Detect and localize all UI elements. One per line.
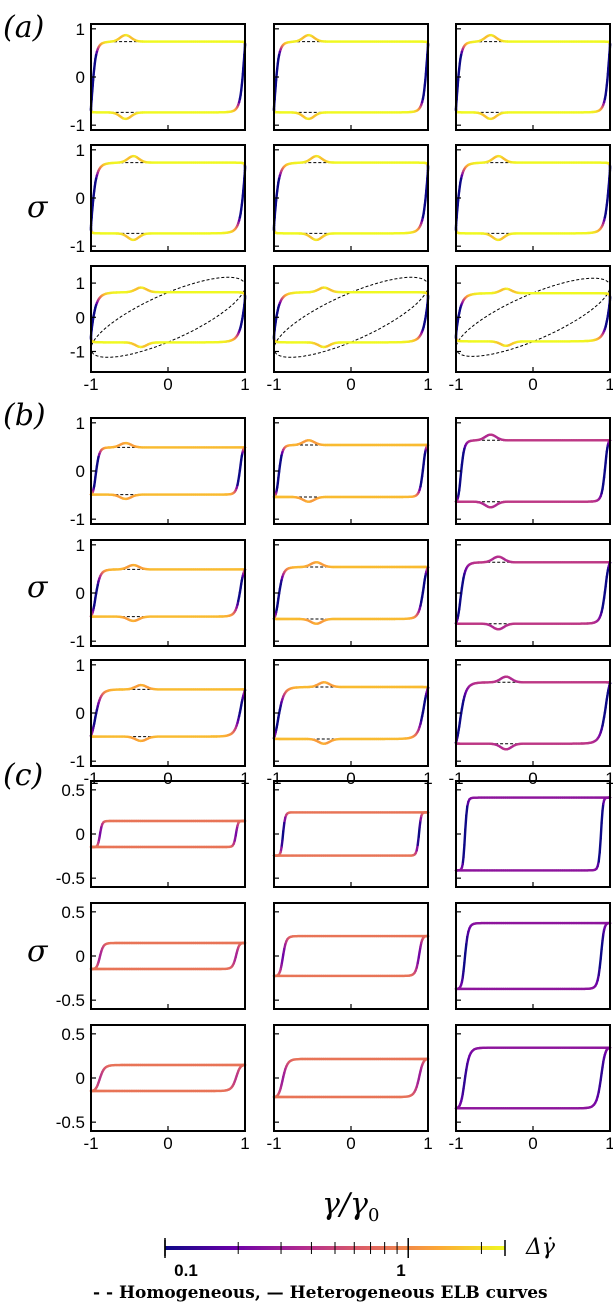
y-tick-label: 1 <box>76 274 85 293</box>
x-tick-label: 0 <box>163 375 172 394</box>
homogeneous-curve <box>455 41 611 113</box>
y-tick-label: -1 <box>70 632 85 651</box>
heterogeneous-curve-segment <box>417 826 421 838</box>
y-tick-label: 1 <box>76 414 85 433</box>
subplot-frame <box>273 539 429 647</box>
y-tick-label: -1 <box>70 116 85 135</box>
y-tick-label: 0 <box>76 308 85 327</box>
homogeneous-curve <box>455 681 611 745</box>
x-tick-label: 0 <box>163 769 172 788</box>
panel-label-c: (c) <box>3 758 43 793</box>
x-tick-label: -1 <box>448 375 463 394</box>
subplot-frame <box>90 539 246 647</box>
panel-grid: 10-110-110-1-1 0 1 -1 0 1 -1 0 110-110-110-1-1 0 1… <box>56 20 613 1153</box>
y-tick-label: 0 <box>76 825 85 844</box>
x-tick-label: 1 <box>240 375 249 394</box>
homogeneous-curve <box>455 439 611 503</box>
homogeneous-curve <box>273 686 429 740</box>
x-tick-label: 1 <box>423 769 432 788</box>
heterogeneous-curve-segment <box>602 468 607 479</box>
x-axis-label: γ/γ0 <box>322 1187 379 1226</box>
x-tick-label: -1 <box>83 375 98 394</box>
homogeneous-curve <box>272 444 429 498</box>
y-tick-label: 1 <box>76 656 85 675</box>
x-tick-label: 0 <box>346 769 355 788</box>
y-axis-label-b: σ <box>27 570 49 605</box>
y-tick-label: -1 <box>70 510 85 529</box>
subplot-frame <box>90 780 246 888</box>
subplot-frame <box>273 417 429 525</box>
subplot-frame <box>455 659 611 767</box>
homogeneous-curve <box>274 811 428 857</box>
y-tick-label: -1 <box>70 237 85 256</box>
homogeneous-curve <box>273 566 429 620</box>
x-tick-label: 1 <box>605 769 613 788</box>
x-tick-label: -1 <box>448 769 463 788</box>
x-tick-label: 0 <box>528 375 537 394</box>
heterogeneous-curve-segment <box>281 830 285 842</box>
homogeneous-curve <box>90 688 246 738</box>
y-tick-label: 0 <box>76 68 85 87</box>
homogeneous-curve <box>90 568 246 618</box>
y-tick-label: -0.5 <box>56 869 85 888</box>
homogeneous-curve <box>455 162 611 234</box>
x-tick-label: 1 <box>423 375 432 394</box>
y-tick-label: -1 <box>70 342 85 361</box>
y-tick-label: -1 <box>70 752 85 771</box>
subplot-frame <box>90 265 246 373</box>
subplot-frame <box>273 144 429 252</box>
homogeneous-curve <box>273 276 429 358</box>
y-tick-label: 0.5 <box>61 781 85 800</box>
x-tick-label: -1 <box>266 769 281 788</box>
y-axis-label-c: σ <box>27 934 49 969</box>
homogeneous-curve <box>90 276 246 358</box>
subplot-frame <box>455 417 611 525</box>
homogeneous-curve <box>273 162 429 234</box>
homogeneous-curve <box>90 41 246 113</box>
subplot-frame <box>455 144 611 252</box>
homogeneous-curve <box>90 162 246 234</box>
y-tick-label: 0 <box>76 462 85 481</box>
panel-label-b: (b) <box>3 398 46 433</box>
heterogeneous-curve-segment <box>416 835 420 847</box>
y-axis-label-a: σ <box>27 190 49 225</box>
subplot-frame <box>455 539 611 647</box>
heterogeneous-curve-segment <box>459 463 464 474</box>
x-tick-label: 1 <box>605 375 613 394</box>
subplot-frame <box>90 417 246 525</box>
homogeneous-curve <box>91 820 245 848</box>
heterogeneous-curve-segment <box>282 821 286 833</box>
subplot-frame <box>273 659 429 767</box>
subplot-frame <box>90 659 246 767</box>
x-tick-label: 0 <box>528 769 537 788</box>
homogeneous-curve <box>455 277 611 357</box>
x-tick-label: 1 <box>240 769 249 788</box>
homogeneous-curve <box>455 561 611 625</box>
homogeneous-curve <box>273 41 429 113</box>
subplot-frame <box>90 144 246 252</box>
y-tick-label: 0 <box>76 704 85 723</box>
homogeneous-curve <box>90 446 246 496</box>
y-tick-label: 1 <box>76 141 85 160</box>
x-tick-label: -1 <box>266 375 281 394</box>
y-tick-label: 0 <box>76 189 85 208</box>
x-tick-label: -1 <box>83 769 98 788</box>
x-tick-label: 0 <box>346 375 355 394</box>
panel-label-a: (a) <box>3 10 44 45</box>
y-tick-label: 0 <box>76 584 85 603</box>
y-tick-label: 1 <box>76 536 85 555</box>
y-tick-label: 1 <box>76 20 85 39</box>
subplot-frame <box>273 265 429 373</box>
